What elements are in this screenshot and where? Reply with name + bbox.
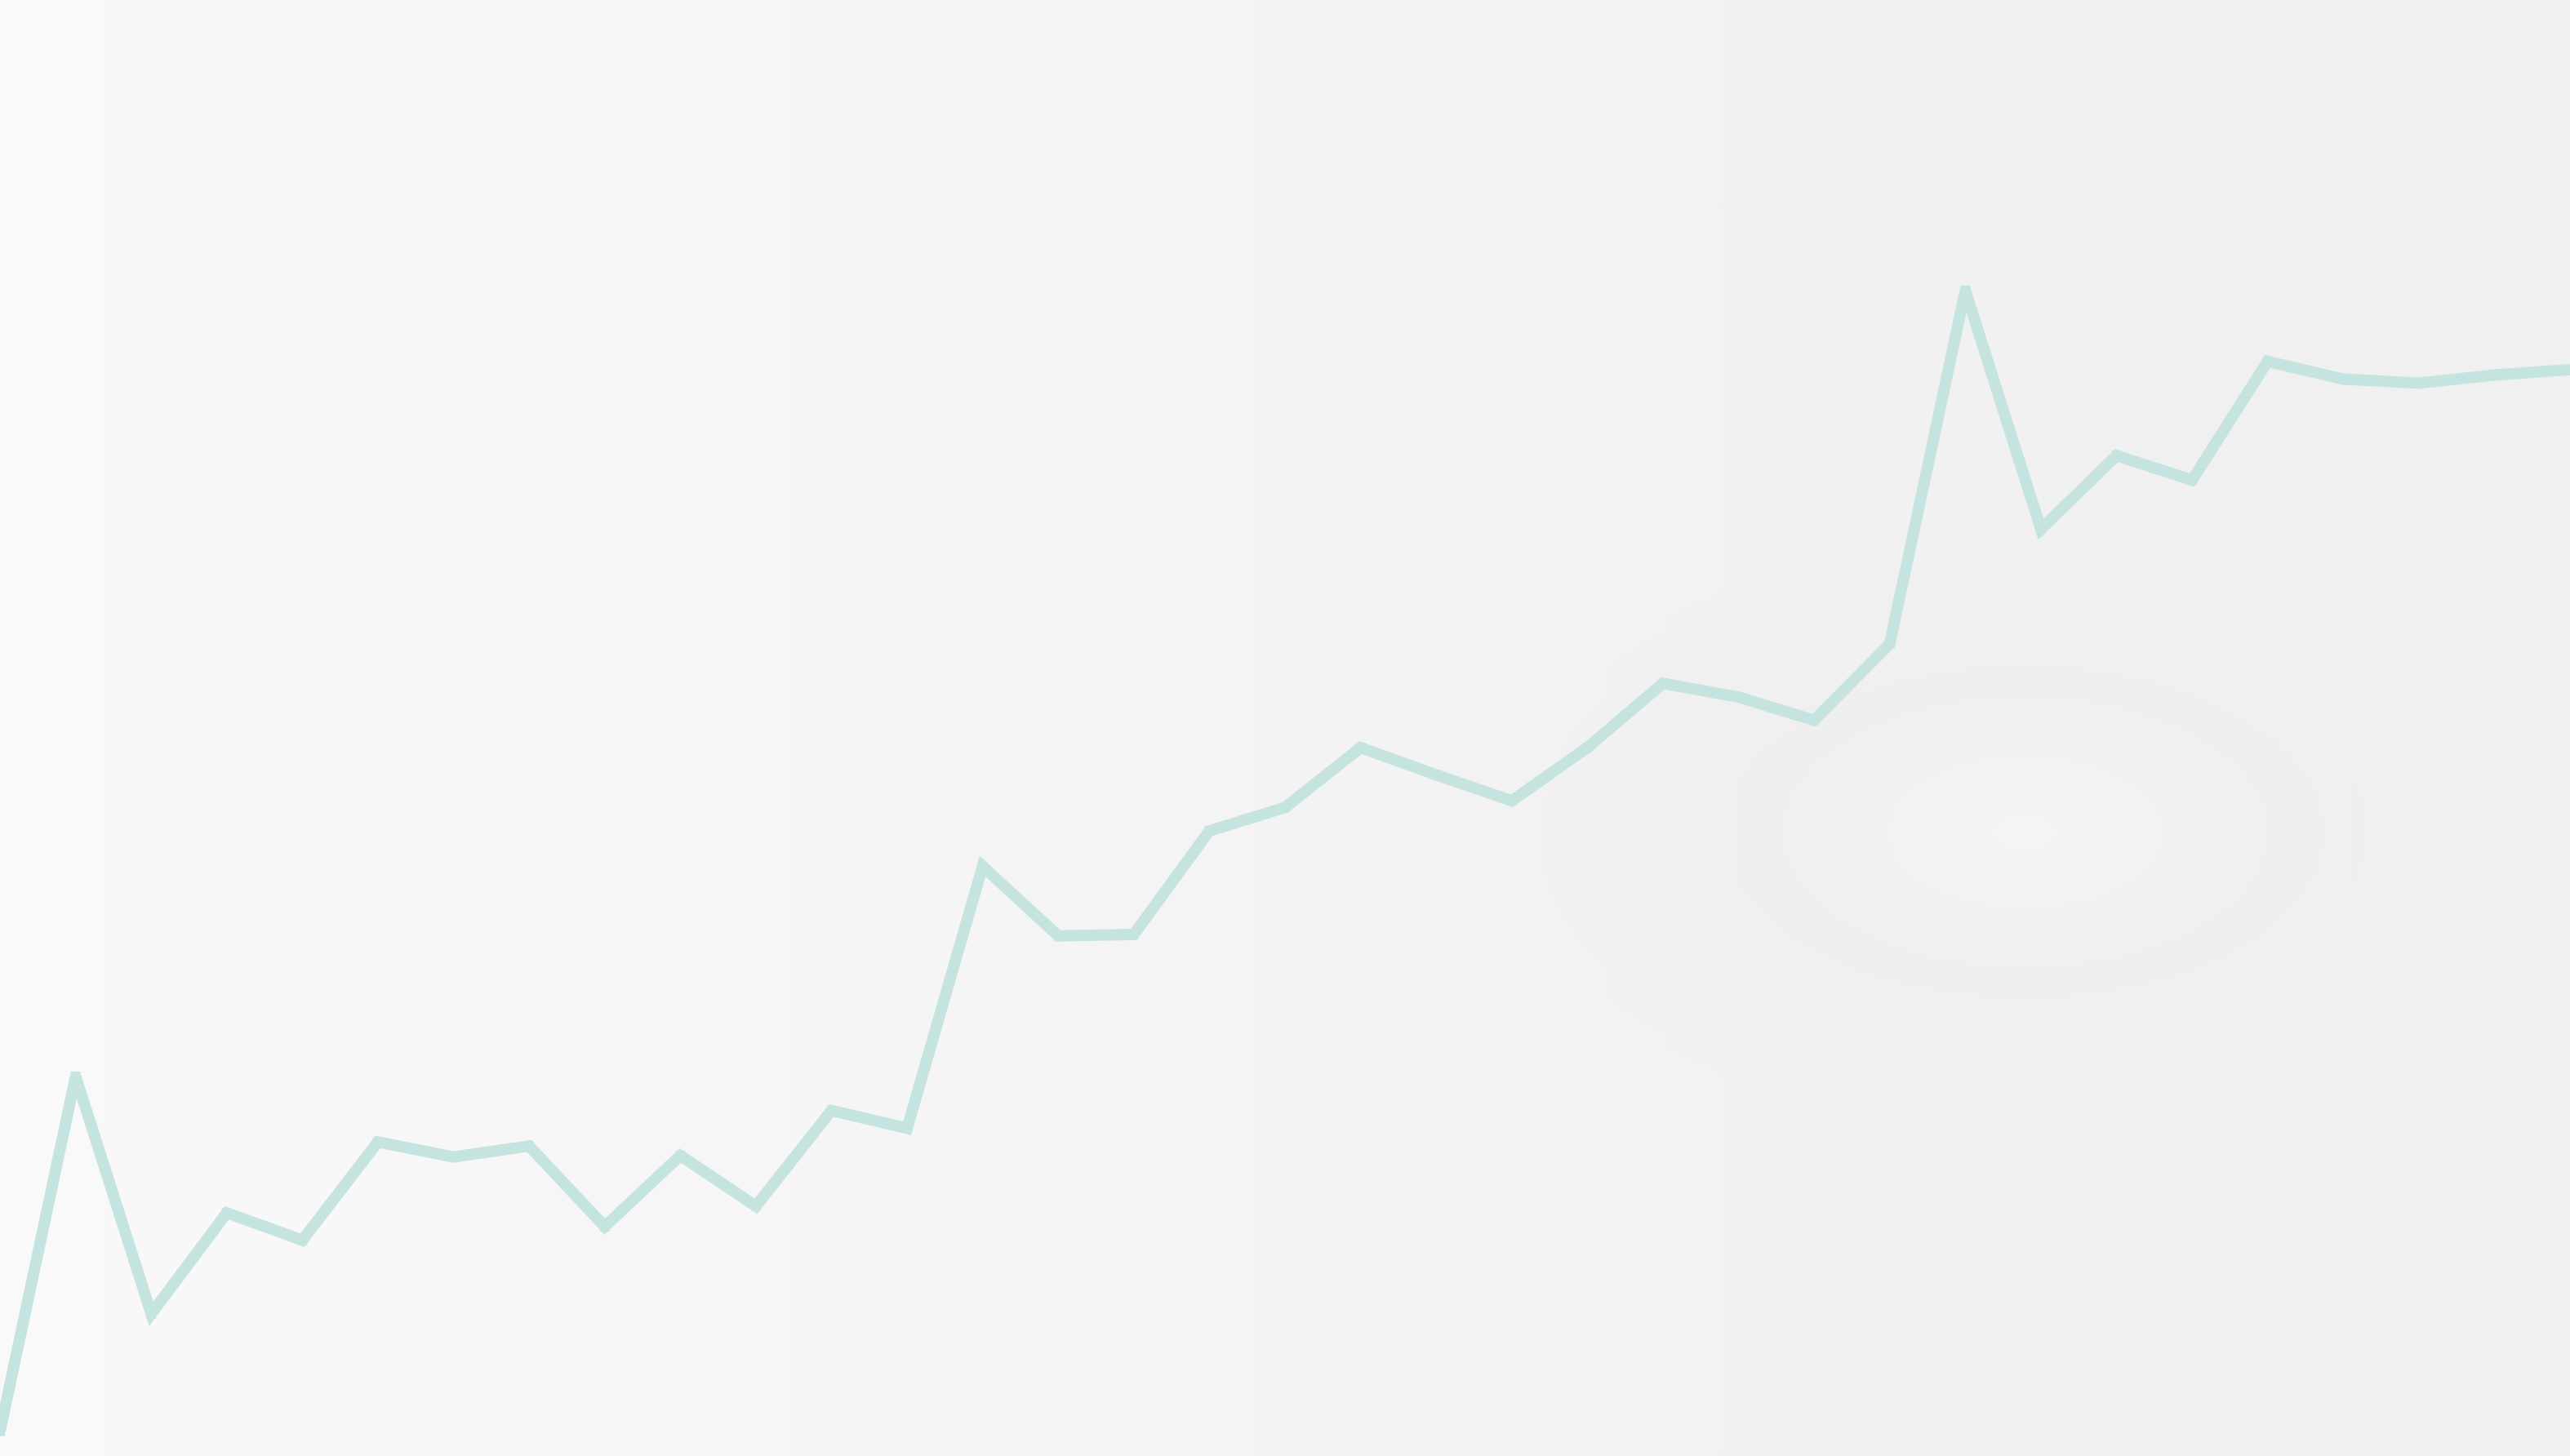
data-point: [1506, 796, 1517, 806]
data-point: [1809, 715, 1820, 726]
data-point: [2111, 451, 2122, 461]
data-point: [448, 1152, 459, 1162]
data-point: [1128, 930, 1139, 939]
data-point: [297, 1235, 308, 1245]
data-point: [2489, 370, 2500, 380]
data-point: [826, 1105, 837, 1116]
data-point: [146, 1308, 157, 1319]
data-point: [1053, 930, 1064, 941]
data-point: [1582, 743, 1593, 752]
data-point: [977, 861, 988, 872]
data-point: [1355, 743, 1366, 752]
data-point: [2565, 364, 2570, 375]
data-point: [1204, 826, 1215, 836]
data-point: [750, 1201, 761, 1211]
data-point: [2035, 524, 2046, 535]
data-point: [599, 1221, 610, 1232]
data-point: [902, 1123, 913, 1134]
data-point: [1657, 678, 1668, 689]
data-point: [1280, 802, 1290, 813]
data-point: [1960, 285, 1971, 295]
data-point: [1733, 692, 1744, 703]
data-point: [524, 1141, 535, 1152]
data-point: [0, 1426, 5, 1436]
data-point: [2187, 475, 2198, 486]
data-point: [2262, 356, 2273, 366]
series-layer: [0, 285, 2570, 1436]
series-line-0: [0, 288, 2570, 1433]
data-point: [221, 1208, 232, 1219]
data-point: [2413, 378, 2424, 388]
data-point: [1431, 770, 1442, 780]
data-point: [70, 1071, 81, 1081]
data-point: [372, 1137, 383, 1147]
data-point: [1884, 638, 1895, 649]
data-point: [675, 1150, 686, 1161]
data-point: [2338, 374, 2349, 384]
